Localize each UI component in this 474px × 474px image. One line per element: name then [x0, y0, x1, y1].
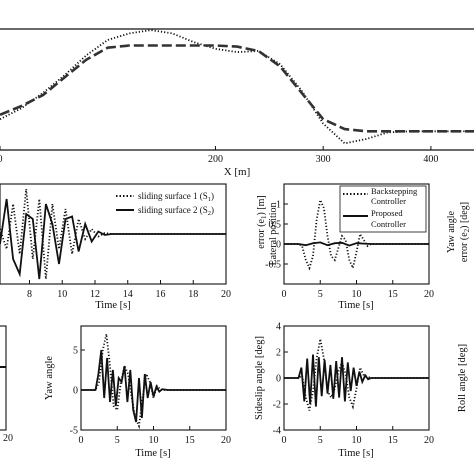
bottom-left-panel: 20 [0, 325, 13, 444]
legend-label-backstepping-2: Controller [371, 196, 406, 206]
sideslip-angle-ytick-label-0: -4 [273, 426, 281, 437]
lateral-position-error-ytick-label-0: -0.5 [265, 260, 281, 271]
yaw-angle-ytick-label-0: -5 [70, 426, 78, 437]
roll-panel: Roll angle [deg] [457, 344, 468, 412]
sideslip-angle-xtick-label-1: 5 [318, 435, 323, 446]
lateral-position-error-xtick-label-3: 15 [388, 289, 398, 300]
yaw-angle-ylabel: Yaw angle [44, 356, 55, 400]
sliding-surface-xtick-label-5: 18 [188, 289, 198, 300]
sliding-surface-legend: sliding surface 1 (S1) sliding surface 2… [116, 191, 214, 217]
yaw-angle-xtick-label-4: 20 [221, 435, 231, 446]
lateral-error-ylabel-2: error (e1) [m] [256, 195, 268, 248]
lateral-position-error-xtick-label-2: 10 [352, 289, 362, 300]
sliding-surface-series-1-line [0, 188, 226, 280]
legend-label-s2: sliding surface 2 (S2) [138, 205, 214, 217]
lateral-error-xlabel: Time [s] [338, 300, 374, 311]
sliding-surface-xtick-label-0: 8 [27, 289, 32, 300]
legend-label-backstepping-1: Backstepping [371, 186, 418, 196]
trajectory-xtick-label-2: 300 [316, 154, 331, 165]
trajectory-series-2-line [0, 44, 474, 133]
sliding-surface-xtick-label-3: 14 [123, 289, 133, 300]
trajectory-xtick-label-0: 0 [0, 154, 3, 165]
sliding-surface-xlabel: Time [s] [95, 300, 131, 311]
lateral-error-panel: 0 5 10 15 20 -0.5 0 0.5 1 Backstepping Controlle… [256, 183, 434, 311]
trajectory-xtick-label-1: 200 [208, 154, 223, 165]
lateral-position-error-series-2-line [284, 241, 429, 247]
yaw-angle-xtick-label-2: 10 [149, 435, 159, 446]
trajectory-panel: 0 200 300 400 X [m] [0, 28, 474, 178]
yaw-error-ylabel-2: error (e2) [deg] [459, 202, 471, 262]
yaw-error-ylabel-1: Yaw angle [446, 210, 457, 253]
trajectory-xlabel: X [m] [224, 166, 251, 178]
lateral-error-legend-box [339, 185, 427, 233]
sliding-surface-xtick-label-2: 12 [90, 289, 100, 300]
yaw-angle-xtick-label-1: 5 [115, 435, 120, 446]
lateral-position-error-series-1-line [284, 197, 429, 271]
sliding-surface-xtick-label-4: 16 [155, 289, 165, 300]
yaw-error-panel: Yaw angle error (e2) [deg] [446, 202, 471, 262]
legend-label-proposed-1: Proposed [371, 208, 403, 218]
yaw-angle-ytick-label-2: 5 [73, 346, 78, 357]
sideslip-angle-xtick-label-2: 10 [352, 435, 362, 446]
lateral-error-legend: Backstepping Controller Proposed Control… [339, 185, 427, 233]
lateral-error-ylabel: Lateral position [268, 202, 279, 265]
roll-ylabel: Roll angle [deg] [457, 344, 468, 412]
sideslip-angle-xtick-label-3: 15 [388, 435, 398, 446]
yaw-angle-ytick-label-1: 0 [73, 386, 78, 397]
trajectory-xtick-label-3: 400 [423, 154, 438, 165]
sideslip-angle-series-2-line [284, 354, 429, 407]
sliding-surface-series-2-line [0, 198, 226, 280]
sideslip-xlabel: Time [s] [338, 448, 374, 459]
lateral-position-error-ytick-label-1: 0 [276, 240, 281, 251]
sideslip-angle-ytick-label-4: 4 [276, 322, 281, 333]
yaw-angle-xlabel: Time [s] [135, 448, 171, 459]
sideslip-angle-ytick-label-1: -2 [273, 400, 281, 411]
legend-label-proposed-2: Controller [371, 219, 406, 229]
sliding-surface-panel: 8 10 12 14 16 18 20 sliding surface 1 (S1) sli… [0, 183, 231, 311]
sideslip-angle-ytick-label-2: 0 [276, 374, 281, 385]
lateral-position-error-xtick-label-1: 5 [318, 289, 323, 300]
legend-label-s1: sliding surface 1 (S1) [138, 191, 214, 203]
lateral-position-error-xtick-label-0: 0 [282, 289, 287, 300]
yaw-angle-panel: 0 5 10 15 20-505 Yaw angle Time [s] [44, 325, 231, 459]
sideslip-angle-xtick-label-0: 0 [282, 435, 287, 446]
sideslip-angle-ytick-label-3: 2 [276, 348, 281, 359]
bottom-left-frame [0, 325, 7, 431]
sideslip-panel: 0 5 10 15 20 -4 -2 0 2 4 Sideslip angle [deg] Tim… [254, 322, 434, 460]
bottom-left-tick-20: 20 [3, 433, 13, 444]
lateral-position-error-ytick-label-2: 0.5 [269, 220, 282, 231]
yaw-angle-series-2-line [81, 349, 226, 423]
sliding-surface-xtick-label-1: 10 [57, 289, 67, 300]
lateral-position-error-ytick-label-3: 1 [276, 200, 281, 211]
sideslip-angle-xtick-label-4: 20 [424, 435, 434, 446]
lateral-position-error-xtick-label-4: 20 [424, 289, 434, 300]
yaw-angle-xtick-label-0: 0 [79, 435, 84, 446]
yaw-angle-series-1-line [81, 333, 226, 430]
sideslip-ylabel: Sideslip angle [deg] [254, 336, 265, 420]
yaw-angle-xtick-label-3: 15 [185, 435, 195, 446]
sliding-surface-xtick-label-6: 20 [221, 289, 231, 300]
